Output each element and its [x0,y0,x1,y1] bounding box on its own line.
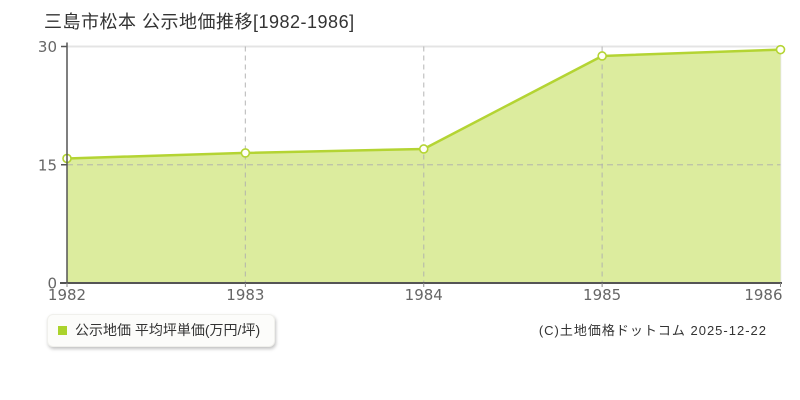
y-tick-label-15: 15 [38,156,57,174]
legend: 公示地価 平均坪単価(万円/坪) [47,314,276,347]
chart-title: 三島市松本 公示地価推移[1982-1986] [44,12,355,32]
x-tick-label-1983: 1983 [226,286,264,304]
y-tick-label-0: 0 [47,275,57,293]
data-point-1983 [240,148,251,158]
legend-series-label: 公示地価 平均坪単価(万円/坪) [75,322,261,338]
data-point-1984 [418,144,429,154]
copyright-text: (C)土地価格ドットコム 2025-12-22 [538,323,767,338]
x-tick-label-1982: 1982 [48,286,86,304]
data-point-1986 [775,44,786,55]
y-tick-label-30: 30 [38,38,57,56]
x-tick-label-1985: 1985 [583,286,621,304]
x-tick-label-1984: 1984 [405,286,443,304]
legend-series-marker-icon [58,325,67,335]
data-point-1985 [597,51,607,61]
x-tick-label-1986: 1986 [744,286,782,304]
